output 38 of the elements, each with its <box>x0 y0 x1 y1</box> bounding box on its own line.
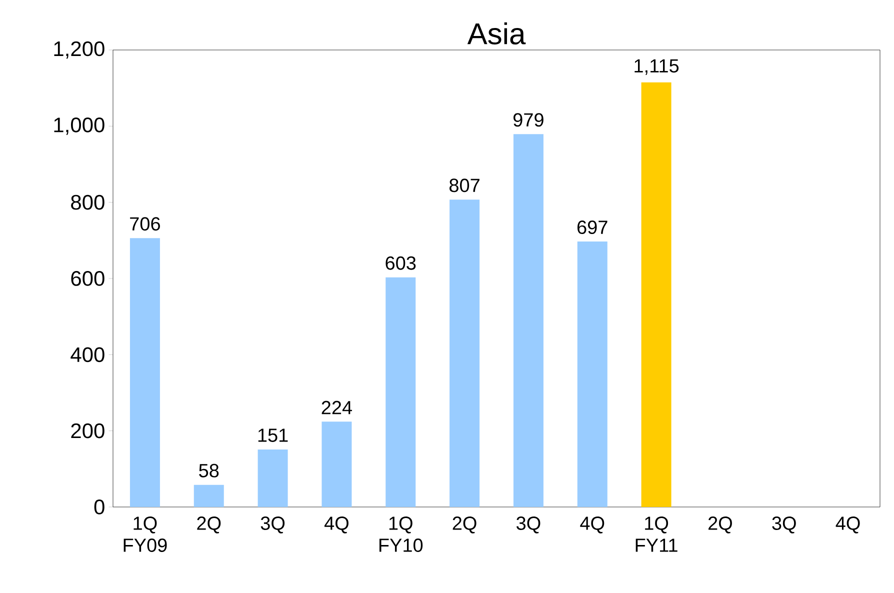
bar <box>513 134 544 507</box>
y-tick-label: 600 <box>71 271 104 286</box>
x-tick-label: 3Q <box>516 516 540 534</box>
data-label: 603 <box>386 256 416 270</box>
y-tick-label: 800 <box>71 194 104 210</box>
y-tick-label: 1,000 <box>54 117 104 135</box>
y-tick-label: 200 <box>71 423 104 438</box>
data-label: 58 <box>199 464 219 478</box>
x-tick-label: 1Q FY09 <box>124 516 167 552</box>
bar <box>194 484 224 507</box>
bar <box>322 422 352 507</box>
bar <box>450 200 480 507</box>
x-tick-label: 4Q <box>324 516 348 534</box>
data-label: 1,115 <box>634 59 679 75</box>
data-label: 151 <box>258 428 288 442</box>
data-label: 706 <box>130 217 160 231</box>
x-tick-label: 3Q <box>260 516 285 534</box>
bar <box>386 277 416 507</box>
data-label: 224 <box>322 400 352 414</box>
x-tick-label: 4Q <box>580 516 604 534</box>
x-tick-label: 3Q <box>772 516 796 534</box>
data-label: 697 <box>577 220 608 234</box>
y-tick-label: 400 <box>70 347 104 362</box>
data-label: 807 <box>450 178 480 192</box>
bar <box>258 449 288 507</box>
x-tick-label: 1Q FY10 <box>379 516 423 552</box>
x-tick-label: 1Q FY11 <box>636 516 678 552</box>
x-tick-label: 2Q <box>708 516 732 534</box>
x-tick-label: 2Q <box>197 516 221 534</box>
bar <box>130 238 160 507</box>
chart-title: Asia <box>467 22 526 44</box>
y-tick-label: 0 <box>94 500 104 514</box>
y-tick-label: 1,200 <box>54 41 104 59</box>
x-tick-label: 4Q <box>836 516 860 534</box>
x-tick-label: 2Q <box>452 516 476 534</box>
data-label: 979 <box>514 113 544 127</box>
bar <box>577 242 608 507</box>
bar <box>641 82 672 507</box>
